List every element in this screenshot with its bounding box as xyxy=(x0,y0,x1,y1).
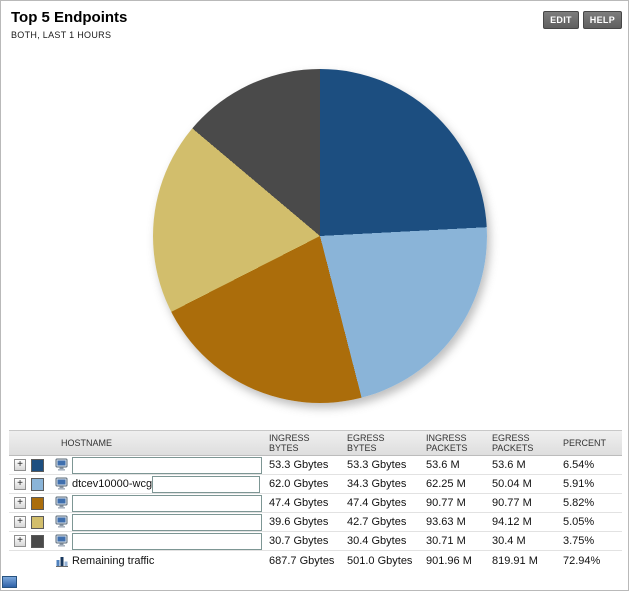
ingress-bytes-value: 62.0 Gbytes xyxy=(269,478,329,490)
host-computer-icon xyxy=(55,458,70,472)
scrollbar-fragment xyxy=(2,576,17,588)
page-title: Top 5 Endpoints xyxy=(11,9,128,26)
pie-chart[interactable] xyxy=(153,69,487,403)
percent-value: 5.05% xyxy=(563,516,595,528)
remaining-traffic-label: Remaining traffic xyxy=(72,555,155,567)
color-swatch xyxy=(31,496,44,510)
table-row: + 47.4 Gbytes 47.4 Gbytes 90.77 M 90.77 … xyxy=(9,494,622,513)
ingress-bytes-value: 47.4 Gbytes xyxy=(269,497,329,509)
table-row: + 39.6 Gbytes 42.7 Gbytes 93.63 M 94.12 … xyxy=(9,513,622,532)
hostname-label: dtcev10000-wcg xyxy=(72,478,153,490)
hostname-input[interactable] xyxy=(152,475,261,493)
expand-plus-icon[interactable]: + xyxy=(14,497,26,509)
hostname-input[interactable] xyxy=(72,494,262,512)
page-subtitle: BOTH, LAST 1 HOURS xyxy=(11,30,112,40)
ingress-packets-value: 53.6 M xyxy=(426,459,460,471)
percent-value: 3.75% xyxy=(563,535,595,547)
egress-packets-value: 53.6 M xyxy=(492,459,526,471)
column-header-egress-bytes: EGRESS BYTES xyxy=(347,433,385,453)
host-computer-icon xyxy=(55,515,70,529)
hostname-input[interactable] xyxy=(72,532,262,550)
hostname-input[interactable] xyxy=(72,456,262,474)
widget-header: Top 5 Endpoints BOTH, LAST 1 HOURS xyxy=(11,9,127,40)
column-header-hostname: HOSTNAME xyxy=(61,438,113,448)
host-computer-icon xyxy=(55,496,70,510)
ingress-packets-value: 30.71 M xyxy=(426,535,466,547)
percent-value: 6.54% xyxy=(563,459,595,471)
column-header-egress-packets: EGRESS PACKETS xyxy=(492,433,534,453)
ingress-bytes-value: 30.7 Gbytes xyxy=(269,535,329,547)
endpoints-table: HOSTNAME INGRESS BYTES EGRESS BYTES INGR… xyxy=(9,430,622,571)
egress-packets-value: 94.12 M xyxy=(492,516,532,528)
ingress-bytes-value: 53.3 Gbytes xyxy=(269,459,329,471)
table-header-row: HOSTNAME INGRESS BYTES EGRESS BYTES INGR… xyxy=(9,430,622,456)
table-row: + 30.7 Gbytes 30.4 Gbytes 30.71 M 30.4 M… xyxy=(9,532,622,551)
hostname-input[interactable] xyxy=(72,513,262,531)
column-header-ingress-packets: INGRESS PACKETS xyxy=(426,433,468,453)
ingress-packets-value: 901.96 M xyxy=(426,555,472,567)
egress-packets-value: 50.04 M xyxy=(492,478,532,490)
expand-plus-icon[interactable]: + xyxy=(14,459,26,471)
ingress-packets-value: 90.77 M xyxy=(426,497,466,509)
bar-chart-icon xyxy=(55,554,70,568)
ingress-bytes-value: 687.7 Gbytes xyxy=(269,555,335,567)
color-swatch xyxy=(31,534,44,548)
expand-plus-icon[interactable]: + xyxy=(14,516,26,528)
egress-packets-value: 90.77 M xyxy=(492,497,532,509)
help-button[interactable]: HELP xyxy=(582,11,622,29)
egress-bytes-value: 30.4 Gbytes xyxy=(347,535,407,547)
egress-packets-value: 819.91 M xyxy=(492,555,538,567)
color-swatch xyxy=(31,477,44,491)
percent-value: 5.91% xyxy=(563,478,595,490)
ingress-packets-value: 62.25 M xyxy=(426,478,466,490)
column-header-percent: PERCENT xyxy=(563,438,607,448)
color-swatch xyxy=(31,458,44,472)
percent-value: 5.82% xyxy=(563,497,595,509)
egress-packets-value: 30.4 M xyxy=(492,535,526,547)
egress-bytes-value: 47.4 Gbytes xyxy=(347,497,407,509)
column-header-ingress-bytes: INGRESS BYTES xyxy=(269,433,310,453)
remaining-traffic-row: Remaining traffic 687.7 Gbytes 501.0 Gby… xyxy=(9,551,622,571)
color-swatch xyxy=(31,515,44,529)
ingress-bytes-value: 39.6 Gbytes xyxy=(269,516,329,528)
egress-bytes-value: 34.3 Gbytes xyxy=(347,478,407,490)
expand-plus-icon[interactable]: + xyxy=(14,535,26,547)
host-computer-icon xyxy=(55,477,70,491)
header-buttons: EDIT HELP xyxy=(543,11,622,29)
ingress-packets-value: 93.63 M xyxy=(426,516,466,528)
egress-bytes-value: 501.0 Gbytes xyxy=(347,555,413,567)
edit-button[interactable]: EDIT xyxy=(543,11,579,29)
pie-chart-area xyxy=(153,69,487,403)
table-row: + 53.3 Gbytes 53.3 Gbytes 53.6 M 53.6 M … xyxy=(9,456,622,475)
expand-plus-icon[interactable]: + xyxy=(14,478,26,490)
egress-bytes-value: 42.7 Gbytes xyxy=(347,516,407,528)
egress-bytes-value: 53.3 Gbytes xyxy=(347,459,407,471)
percent-value: 72.94% xyxy=(563,555,601,567)
table-row: + dtcev10000-wcg 62.0 Gbytes 34.3 Gbytes… xyxy=(9,475,622,494)
host-computer-icon xyxy=(55,534,70,548)
